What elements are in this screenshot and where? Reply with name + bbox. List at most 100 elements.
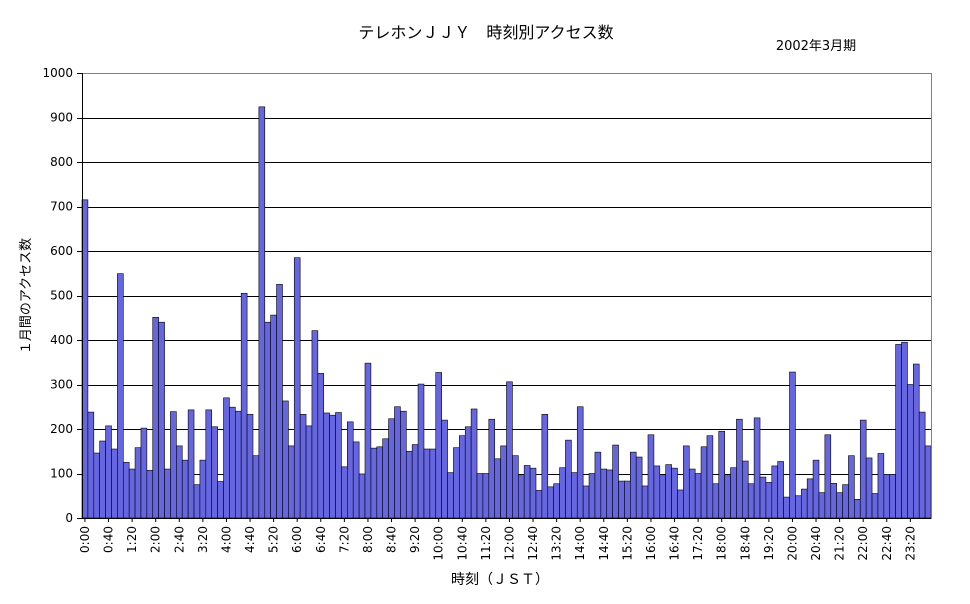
bar [747, 483, 755, 519]
bar [341, 466, 348, 519]
bar [417, 383, 425, 519]
bar [482, 473, 490, 519]
bar [913, 363, 920, 519]
y-tick-label: 100 [50, 467, 73, 481]
x-tick-label: 20:40 [809, 526, 823, 561]
x-tick-label: 10:00 [432, 526, 446, 561]
x-tick-label: 0:40 [102, 526, 116, 553]
bar [447, 472, 454, 519]
bar [352, 441, 360, 519]
bar [400, 410, 407, 519]
x-tick-label: 0:00 [78, 526, 92, 553]
x-tick-label: 18:40 [738, 526, 752, 561]
bar [264, 321, 271, 519]
y-tick-label: 500 [50, 289, 73, 303]
bar [848, 455, 855, 519]
bar [718, 430, 725, 519]
bar [128, 468, 136, 519]
bar [907, 384, 914, 519]
chart-subtitle: 2002年3月期 [776, 39, 856, 54]
bar [901, 341, 908, 519]
bar [441, 419, 448, 519]
bar [724, 475, 731, 519]
bar [205, 409, 213, 519]
bar [712, 483, 720, 519]
x-tick-label: 21:20 [833, 526, 847, 561]
x-tick-label: 11:20 [479, 526, 493, 561]
bar [87, 411, 95, 519]
bar [394, 406, 401, 519]
bar [600, 468, 608, 519]
bar [364, 362, 372, 519]
bar [694, 473, 702, 519]
bar [435, 372, 442, 519]
y-tick-label: 300 [50, 378, 73, 392]
bar [270, 314, 277, 519]
bar [376, 446, 383, 519]
bar [140, 427, 148, 519]
bar [571, 472, 578, 519]
x-tick-label: 10:40 [455, 526, 469, 561]
bar [111, 448, 118, 519]
bar [223, 397, 230, 519]
bar [170, 411, 177, 519]
bar [347, 421, 354, 519]
y-tick-label: 200 [50, 422, 73, 436]
bar [683, 445, 690, 519]
bar [565, 439, 572, 519]
x-tick-label: 4:40 [243, 526, 257, 553]
bar [759, 476, 767, 519]
bar [553, 483, 560, 519]
bar [429, 448, 437, 519]
y-tick-label: 600 [50, 244, 73, 258]
x-tick-label: 2:40 [172, 526, 186, 553]
bar [211, 426, 218, 519]
bar [771, 465, 779, 519]
bar [659, 475, 666, 519]
bar [99, 440, 106, 519]
x-tick-label: 13:20 [550, 526, 564, 561]
bar [193, 484, 201, 519]
bar [317, 373, 325, 519]
x-tick-label: 19:20 [762, 526, 776, 561]
bar [653, 465, 661, 519]
bar [535, 490, 543, 519]
bar [288, 445, 295, 519]
bar [854, 499, 861, 519]
x-tick-label: 15:20 [620, 526, 634, 561]
bar [459, 435, 466, 519]
bar [677, 489, 684, 519]
bar [122, 462, 130, 519]
x-tick-label: 6:40 [314, 526, 328, 553]
bar [405, 450, 413, 519]
x-tick-label: 12:00 [502, 526, 516, 561]
x-tick-label: 9:20 [408, 526, 422, 553]
x-tick-labels: 0:00 0:40 1:20 2:00 2:40 3:20 4:00 4:40 5:20 6:00… [78, 518, 917, 561]
bar [647, 434, 655, 519]
x-tick-label: 4:00 [219, 526, 233, 553]
bar [812, 459, 820, 519]
bar [199, 459, 207, 519]
x-tick-label: 7:20 [337, 526, 351, 553]
bar [883, 474, 891, 519]
bar [217, 481, 224, 519]
y-tick-label: 700 [50, 200, 73, 214]
bar [765, 482, 773, 519]
bar [181, 459, 189, 519]
bar [818, 492, 826, 519]
bar [500, 445, 507, 519]
bar [635, 456, 643, 519]
bar [311, 330, 319, 519]
bar [335, 412, 342, 519]
bar [594, 451, 602, 519]
bar [187, 409, 195, 519]
bar [800, 488, 808, 519]
bar [382, 438, 389, 519]
x-tick-label: 14:40 [597, 526, 611, 561]
bar [877, 453, 885, 519]
bar [665, 464, 672, 519]
bar [299, 414, 307, 519]
y-tick-label: 0 [65, 511, 73, 525]
bar [293, 257, 301, 519]
